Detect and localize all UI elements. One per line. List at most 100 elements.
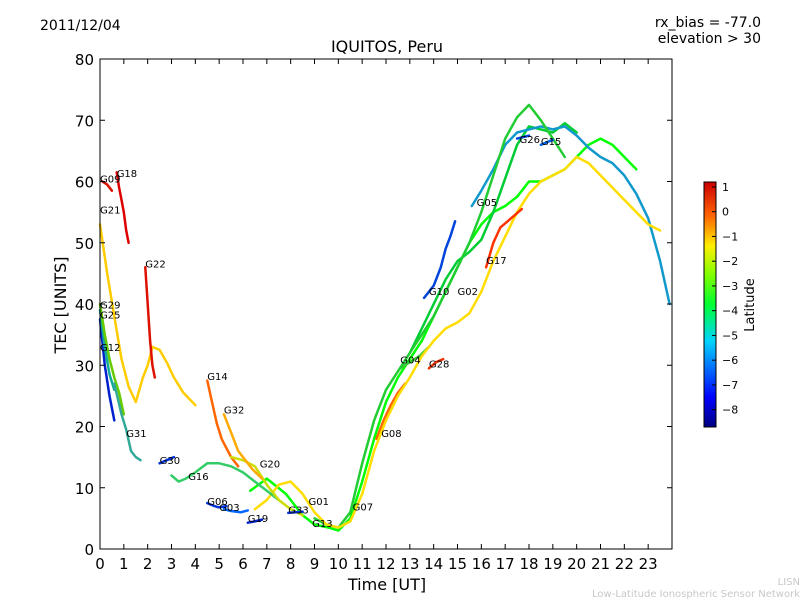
series-label-g10: G10 [429, 287, 449, 298]
series-label-g02: G02 [458, 287, 478, 298]
x-tick-label: 11 [353, 555, 372, 573]
colorbar-tick-label: −6 [722, 354, 738, 367]
series-label-g28: G28 [429, 360, 449, 371]
series-label-g15: G15 [541, 137, 561, 148]
y-axis-label: TEC [UNITS] [51, 257, 70, 355]
series-line-g08 [375, 382, 407, 441]
y-tick-label: 30 [75, 357, 94, 375]
series-line-g20 [229, 455, 304, 517]
series-line-g25 [98, 308, 116, 392]
series-label-g18: G18 [117, 169, 137, 180]
series-line-g29 [98, 302, 126, 416]
series-line-g15 [539, 138, 555, 147]
series-label-g29: G29 [100, 300, 120, 311]
x-tick-label: 13 [400, 555, 419, 573]
series-line-g03 [222, 507, 250, 514]
x-tick-label: 0 [95, 555, 105, 573]
series-line-g22 [144, 266, 157, 379]
x-tick-label: 15 [448, 555, 467, 573]
colorbar-tick-label: −3 [722, 280, 738, 293]
y-tick-label: 10 [75, 480, 94, 498]
series-line-g21 [98, 223, 197, 407]
x-axis-label: Time [UT] [347, 575, 426, 594]
axis-layer: 0 1 2 3 4 5 6 7 8 9 10 11 12 13 14 15 16 17 18 19 20 21 22 2301… [75, 51, 673, 573]
series-label-g04: G04 [400, 355, 420, 366]
colorbar-tick-label: −2 [722, 255, 738, 268]
series-line-g14 [206, 379, 240, 468]
x-tick-label: 4 [191, 555, 201, 573]
series-label-g21: G21 [100, 205, 120, 216]
series-label-g05: G05 [477, 198, 497, 209]
colorbar-label: Latitude [743, 278, 758, 332]
series-label-g14: G14 [207, 372, 227, 383]
series-layer [98, 103, 671, 532]
x-tick-label: 3 [167, 555, 177, 573]
colorbar-tick-label: 0 [722, 206, 729, 219]
colorbar-tick-label: −1 [722, 230, 738, 243]
x-tick-label: 16 [472, 555, 491, 573]
series-label-g32: G32 [224, 406, 244, 417]
series-label-g07: G07 [353, 502, 373, 513]
series-label-g31: G31 [126, 429, 146, 440]
series-label-g19: G19 [248, 514, 268, 525]
series-label-g06: G06 [207, 497, 227, 508]
series-label-g17: G17 [486, 256, 506, 267]
x-tick-label: 9 [310, 555, 320, 573]
date-label: 2011/12/04 [40, 18, 121, 34]
footer-network: Low-Latitude Ionospheric Sensor Network [592, 589, 800, 600]
series-line-g06 [206, 501, 228, 509]
y-tick-label: 40 [75, 296, 94, 314]
x-tick-label: 19 [543, 555, 562, 573]
y-tick-label: 60 [75, 174, 94, 192]
x-tick-label: 10 [329, 555, 348, 573]
y-tick-label: 0 [84, 541, 94, 559]
plot-frame [99, 58, 673, 550]
series-line-g31 [113, 382, 142, 462]
series-label-layer: G01 G02 G03 G04 G05 G06 G07 G08 G09 G10 G12 G13 G14 G… [100, 135, 561, 530]
rx-bias-label: rx_bias = -77.0 [655, 15, 761, 31]
x-tick-label: 12 [376, 555, 395, 573]
x-tick-label: 5 [214, 555, 224, 573]
x-tick-label: 2 [143, 555, 153, 573]
series-line-g12 [98, 318, 116, 422]
colorbar-tick-label: −4 [722, 305, 738, 318]
colorbar-tick-label: −8 [722, 404, 738, 417]
series-line-g26 [515, 134, 531, 140]
colorbar-tick-label: −5 [722, 329, 738, 342]
colorbar-tick-label: 1 [722, 181, 729, 194]
series-line-g16 [170, 462, 281, 502]
x-tick-label: 1 [119, 555, 129, 573]
x-tick-label: 23 [639, 555, 658, 573]
series-label-g22: G22 [145, 259, 165, 270]
series-line-g18 [115, 171, 130, 245]
footer-lisn: LISN [778, 577, 800, 588]
series-line-g28 [427, 357, 445, 370]
x-tick-label: 8 [286, 555, 296, 573]
series-line-g19 [246, 518, 264, 524]
series-line-g13 [253, 155, 662, 529]
y-tick-label: 70 [75, 112, 94, 130]
x-tick-label: 6 [238, 555, 248, 573]
x-tick-label: 21 [591, 555, 610, 573]
series-line-g10 [422, 220, 457, 300]
series-label-g09: G09 [100, 175, 120, 186]
x-tick-label: 20 [567, 555, 586, 573]
colorbar [703, 181, 717, 428]
series-label-g12: G12 [100, 343, 120, 354]
series-label-g26: G26 [520, 135, 540, 146]
series-line-g01 [248, 137, 638, 532]
series-line-g17 [484, 207, 524, 269]
series-line-g09 [101, 180, 114, 192]
y-tick-label: 20 [75, 419, 94, 437]
colorbar-tick-label: −7 [722, 379, 738, 392]
series-line-g05 [470, 125, 671, 306]
series-line-g32 [222, 413, 264, 480]
x-tick-label: 18 [519, 555, 538, 573]
series-line-g33 [287, 510, 304, 515]
series-label-g25: G25 [100, 311, 120, 322]
colorbar-ticks: 1 0 −1 −2 −3 −4 −5 −6 −7 −8 [712, 181, 738, 417]
x-tick-label: 17 [496, 555, 515, 573]
series-label-g33: G33 [288, 506, 308, 517]
elevation-label: elevation > 30 [658, 31, 761, 47]
